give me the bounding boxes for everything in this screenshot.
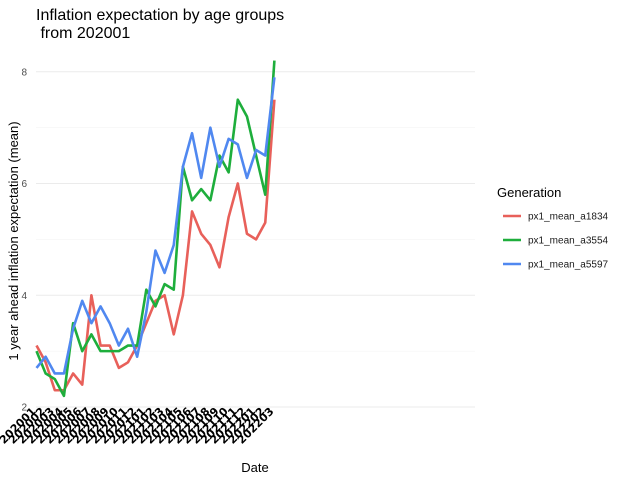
- series-line-px1_mean_a3554: [35, 60, 276, 398]
- legend-label: px1_mean_a1834: [528, 212, 609, 223]
- y-axis-title: 1 year ahead inflation expectation (mean…: [6, 121, 21, 360]
- series-line-px1_mean_a5597: [35, 77, 276, 375]
- x-axis-ticks: 2020012020022020032020042020052020062020…: [0, 405, 277, 447]
- legend-label: px1_mean_a3554: [528, 236, 609, 247]
- y-tick-label: 4: [21, 291, 27, 302]
- series-lines: [35, 60, 276, 398]
- chart-title-line-2: from 202001: [36, 25, 130, 42]
- y-tick-label: 8: [21, 67, 27, 78]
- chart-title-line-1: Inflation expectation by age groups: [36, 7, 284, 24]
- legend: Generation px1_mean_a1834 px1_mean_a3554p…: [497, 185, 609, 271]
- legend-title: Generation: [497, 185, 561, 200]
- y-axis-ticks: 2 4 6 8: [21, 67, 27, 413]
- legend-label: px1_mean_a5597: [528, 260, 609, 271]
- series-line-px1_mean_a1834: [35, 99, 276, 392]
- y-tick-label: 2: [21, 403, 27, 414]
- x-axis-title: Date: [241, 460, 268, 475]
- y-tick-label: 6: [21, 179, 27, 190]
